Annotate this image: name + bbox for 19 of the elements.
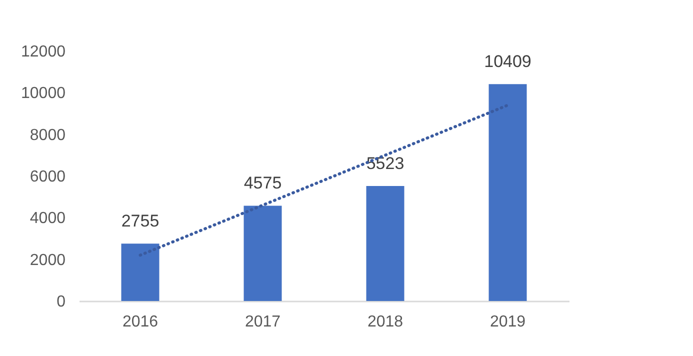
y-tick-label: 8000	[30, 126, 66, 144]
data-label: 4575	[244, 174, 282, 193]
bar	[488, 84, 527, 301]
y-tick-label: 2000	[30, 252, 66, 269]
x-tick-label: 2017	[244, 314, 281, 330]
y-tick-label: 4000	[30, 210, 66, 228]
y-tick-label: 6000	[30, 168, 66, 186]
x-tick-label: 2019	[490, 314, 526, 330]
y-tick-label: 12000	[21, 44, 66, 60]
x-tick-label: 2016	[122, 314, 158, 330]
bar	[366, 186, 404, 301]
data-label: 10409	[484, 52, 532, 72]
bar	[244, 206, 282, 301]
y-tick-label: 0	[56, 294, 66, 310]
data-label: 5523	[366, 154, 404, 173]
x-tick-label: 2018	[367, 314, 404, 330]
y-tick-label: 10000	[21, 85, 66, 102]
bar	[121, 244, 160, 301]
data-label: 2755	[121, 212, 160, 231]
